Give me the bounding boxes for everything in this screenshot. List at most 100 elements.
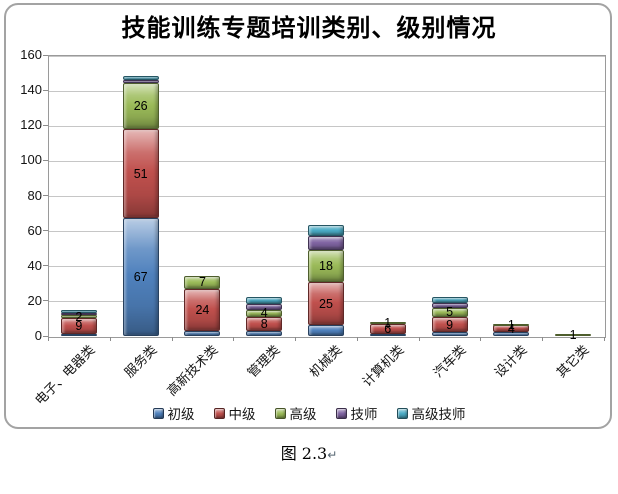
bar-segment bbox=[122, 218, 159, 336]
legend-item: 初级 bbox=[152, 403, 195, 423]
x-axis-tick bbox=[295, 337, 297, 341]
legend-item: 技师 bbox=[335, 403, 378, 423]
bar-segment bbox=[493, 332, 530, 336]
bar-segment-label: 4 bbox=[260, 306, 268, 321]
legend: 初级 中级 高级 技师 高级技师 bbox=[0, 403, 618, 423]
y-axis-label: 100 bbox=[20, 152, 42, 168]
bar-segment bbox=[60, 313, 97, 316]
bar-segment bbox=[246, 330, 283, 336]
x-axis-tick bbox=[109, 337, 111, 341]
bar-segment bbox=[60, 334, 97, 337]
bar-segment-label: 9 bbox=[446, 317, 454, 332]
y-axis-tick bbox=[43, 265, 48, 267]
legend-label: 技师 bbox=[350, 407, 378, 422]
legend-swatch bbox=[335, 407, 347, 419]
figure-caption-text: 图 2.3 bbox=[280, 444, 328, 463]
y-axis-label: 40 bbox=[27, 257, 42, 273]
bar-segment-label: 1 bbox=[507, 317, 515, 332]
bar-segment-label: 5 bbox=[446, 305, 454, 320]
bar-segment bbox=[122, 76, 159, 80]
bar-segment-label: 26 bbox=[133, 98, 148, 113]
gridline bbox=[49, 90, 605, 92]
bar-segment bbox=[431, 302, 468, 308]
legend-label: 中级 bbox=[228, 407, 256, 422]
bar-segment bbox=[431, 332, 468, 336]
bar-segment bbox=[308, 325, 344, 336]
bar-segment bbox=[60, 318, 97, 335]
y-axis-tick bbox=[43, 89, 48, 91]
bar-segment bbox=[369, 321, 406, 324]
chart-title: 技能训练专题培训类别、级别情况 bbox=[121, 15, 497, 42]
gridline bbox=[49, 125, 605, 127]
bar-segment bbox=[246, 297, 283, 305]
y-axis-tick bbox=[43, 124, 48, 126]
bar-segment-label: 25 bbox=[319, 296, 333, 311]
bar-segment-label: 9 bbox=[75, 319, 83, 334]
bar-segment bbox=[60, 309, 97, 314]
y-axis-tick bbox=[43, 54, 48, 56]
legend-item: 中级 bbox=[213, 403, 256, 423]
bar-segment-label: 8 bbox=[260, 316, 268, 331]
bar-segment bbox=[60, 314, 97, 319]
y-axis-label: 60 bbox=[27, 222, 42, 238]
x-axis-tick bbox=[604, 337, 605, 341]
bar-segment bbox=[184, 330, 221, 336]
bar-segment bbox=[493, 323, 530, 326]
gridline bbox=[49, 160, 605, 162]
bar-segment bbox=[493, 325, 530, 333]
bar-segment bbox=[122, 128, 159, 219]
legend-item: 高级技师 bbox=[396, 403, 466, 423]
y-axis-label: 20 bbox=[27, 292, 42, 308]
legend-swatch bbox=[152, 407, 164, 419]
legend-swatch bbox=[274, 407, 286, 419]
legend-label: 初级 bbox=[167, 407, 195, 422]
gridline bbox=[49, 55, 605, 57]
bar-segment bbox=[431, 316, 468, 333]
bar-segment bbox=[308, 249, 344, 282]
y-axis-label: 140 bbox=[20, 82, 42, 98]
bar-segment bbox=[122, 83, 159, 129]
bar-segment bbox=[431, 297, 468, 303]
x-axis-tick bbox=[542, 337, 544, 341]
bar-segment bbox=[308, 225, 344, 236]
bar-segment-label: 7 bbox=[198, 275, 206, 290]
bar-segment bbox=[308, 235, 344, 250]
bar-segment-label: 51 bbox=[133, 166, 148, 181]
x-axis-tick bbox=[418, 337, 420, 341]
x-axis-tick bbox=[480, 337, 482, 341]
x-axis-tick bbox=[233, 337, 235, 341]
bar-segment bbox=[246, 316, 283, 331]
y-axis-tick bbox=[43, 230, 48, 232]
bar-segment-label: 67 bbox=[133, 270, 148, 285]
y-axis-label: 0 bbox=[34, 328, 42, 343]
bar-segment bbox=[184, 288, 221, 331]
legend-item: 高级 bbox=[274, 403, 317, 423]
y-axis-tick bbox=[43, 300, 48, 302]
y-axis-tick bbox=[43, 159, 48, 161]
bar-segment-label: 1 bbox=[384, 315, 392, 330]
return-mark: ↵ bbox=[327, 448, 338, 462]
bar-segment bbox=[122, 79, 159, 84]
y-axis-label: 160 bbox=[20, 47, 42, 62]
x-axis-tick bbox=[356, 337, 358, 341]
x-axis-tick bbox=[171, 337, 173, 341]
legend-label: 高级技师 bbox=[411, 407, 466, 422]
bar-segment bbox=[369, 334, 406, 337]
legend-swatch bbox=[213, 407, 225, 419]
y-axis-label: 120 bbox=[20, 117, 42, 133]
legend-label: 高级 bbox=[289, 407, 317, 422]
figure-caption: 图 2.3↵ bbox=[0, 440, 618, 464]
bar-segment-label: 18 bbox=[319, 258, 333, 273]
bar-segment-label: 2 bbox=[75, 309, 83, 324]
bar-segment-label: 1 bbox=[569, 328, 577, 343]
bar-segment-label: 24 bbox=[195, 302, 210, 317]
gridline bbox=[49, 196, 605, 197]
bar-segment bbox=[431, 307, 468, 317]
y-axis-tick bbox=[43, 335, 48, 337]
bar-segment bbox=[308, 281, 344, 326]
bar-segment-label: 4 bbox=[507, 321, 515, 336]
legend-swatch bbox=[396, 407, 408, 419]
bar-segment bbox=[246, 304, 283, 310]
bar-segment bbox=[369, 323, 406, 335]
bar-segment bbox=[555, 334, 592, 337]
